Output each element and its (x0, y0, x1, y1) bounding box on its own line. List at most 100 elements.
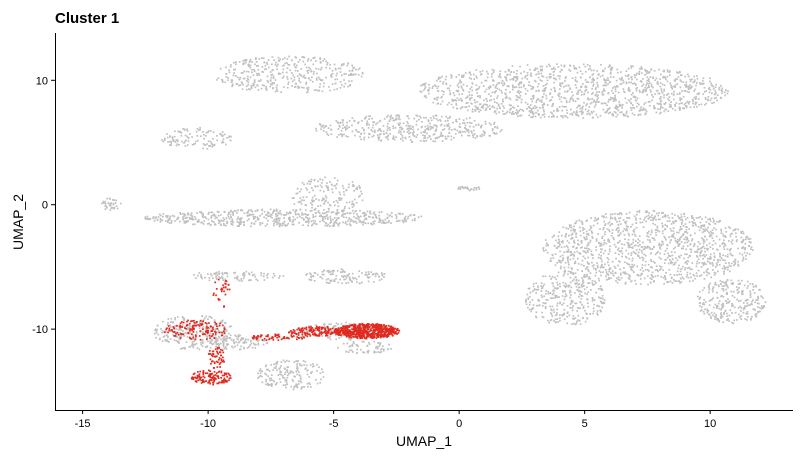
background-cell-point (226, 275, 229, 278)
background-cell-point (545, 290, 547, 292)
background-cell-point (376, 134, 379, 136)
background-cell-point (596, 70, 598, 72)
background-cell-point (708, 261, 711, 264)
background-cell-point (328, 203, 331, 206)
background-cell-point (650, 266, 652, 268)
background-cell-point (650, 91, 652, 93)
background-cell-point (229, 139, 232, 142)
background-cell-point (313, 89, 316, 91)
background-cell-point (720, 294, 723, 297)
background-cell-point (727, 226, 730, 228)
background-cell-point (447, 135, 449, 137)
background-cell-point (575, 285, 578, 288)
background-cell-point (547, 244, 549, 247)
background-cell-point (170, 142, 173, 144)
background-cell-point (400, 126, 402, 129)
background-cell-point (605, 79, 608, 82)
background-cell-point (632, 250, 635, 253)
background-cell-point (560, 64, 563, 67)
background-cell-point (306, 188, 308, 191)
background-cell-point (234, 75, 237, 77)
background-cell-point (566, 312, 569, 315)
background-cell-point (731, 303, 734, 306)
background-cell-point (561, 259, 564, 262)
background-cell-point (660, 111, 662, 114)
background-cell-point (569, 70, 572, 72)
background-cell-point (730, 282, 733, 285)
background-cell-point (294, 86, 296, 88)
background-cell-point (288, 216, 291, 219)
background-cell-point (691, 220, 694, 223)
background-cell-point (238, 225, 240, 227)
background-cell-point (666, 69, 669, 71)
background-cell-point (624, 255, 627, 258)
background-cell-point (655, 218, 657, 221)
background-cell-point (574, 222, 576, 225)
background-cell-point (687, 276, 690, 279)
background-cell-point (577, 319, 579, 322)
background-cell-point (704, 103, 706, 106)
background-cell-point (331, 191, 334, 194)
background-cell-point (672, 222, 675, 225)
background-cell-point (492, 132, 495, 134)
background-cell-point (529, 107, 531, 110)
background-cell-point (594, 104, 597, 106)
background-cell-point (316, 72, 318, 75)
background-cell-point (401, 128, 404, 130)
background-cell-point (210, 274, 213, 277)
background-cell-point (298, 79, 300, 82)
background-cell-point (367, 222, 369, 225)
background-cell-point (352, 203, 355, 205)
background-cell-point (686, 90, 689, 93)
background-cell-point (589, 67, 592, 70)
background-cell-point (659, 247, 662, 250)
background-cell-point (649, 89, 652, 91)
background-cell-point (729, 309, 732, 311)
background-cell-point (294, 82, 297, 85)
background-cell-point (623, 221, 626, 224)
background-cell-point (643, 103, 645, 106)
background-cell-point (644, 216, 646, 219)
background-cell-point (757, 295, 759, 298)
background-cell-point (560, 68, 563, 71)
background-cell-point (400, 128, 403, 131)
background-cell-point (704, 97, 707, 99)
background-cell-point (731, 239, 734, 241)
background-cell-point (569, 296, 571, 299)
background-cell-point (554, 314, 557, 317)
background-cell-point (195, 130, 198, 133)
background-cell-point (292, 220, 295, 222)
background-cell-point (752, 308, 755, 310)
background-cell-point (700, 250, 703, 252)
background-cell-point (249, 76, 252, 79)
background-cell-point (159, 217, 162, 220)
background-cell-point (721, 305, 724, 308)
background-cell-point (531, 110, 534, 113)
background-cell-point (302, 87, 305, 89)
background-cell-point (408, 129, 410, 132)
background-cell-point (496, 95, 499, 97)
background-cell-point (593, 267, 595, 270)
background-cell-point (629, 89, 631, 92)
background-cell-point (567, 227, 570, 230)
background-cell-point (627, 75, 630, 78)
background-cell-point (570, 271, 573, 274)
background-cell-point (337, 122, 340, 124)
background-cell-point (372, 121, 374, 123)
background-cell-point (527, 84, 530, 87)
background-cell-point (754, 309, 756, 311)
background-cell-point (449, 115, 451, 118)
background-cell-point (610, 272, 612, 274)
background-cell-point (329, 215, 332, 218)
background-cell-point (308, 66, 310, 69)
background-cell-point (567, 249, 570, 252)
background-cell-point (473, 99, 476, 101)
background-cell-point (273, 209, 275, 211)
background-cell-point (220, 133, 223, 136)
background-cell-point (599, 114, 602, 117)
background-cell-point (156, 219, 159, 222)
background-cell-point (721, 307, 723, 309)
background-cell-point (668, 106, 671, 108)
background-cell-point (610, 67, 612, 70)
background-cell-point (616, 106, 618, 108)
